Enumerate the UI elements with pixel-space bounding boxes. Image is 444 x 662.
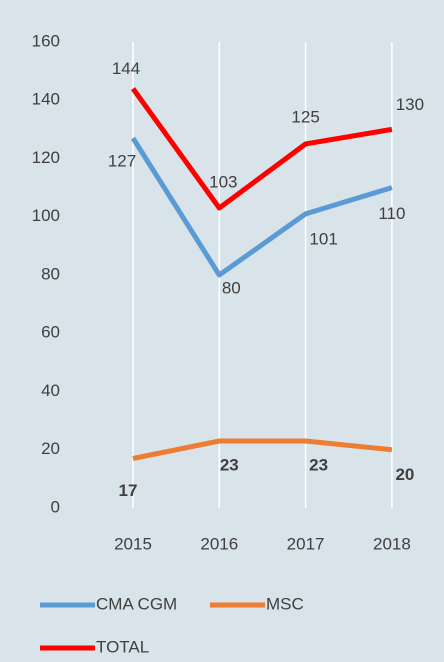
data-label: 144 [112,59,140,78]
line [130,136,393,278]
line [130,87,393,211]
y-tick-label: 40 [41,381,60,400]
data-label: 125 [291,107,319,126]
y-tick-label: 20 [41,439,60,458]
data-label: 80 [222,278,241,297]
x-tick-label: 2015 [114,534,152,553]
y-tick-label: 140 [32,90,60,109]
x-tick-label: 2018 [373,534,411,553]
x-tick-label: 2016 [200,534,238,553]
y-tick-label: 60 [41,323,60,342]
line [132,438,393,461]
data-label: 20 [395,465,414,484]
data-label: 110 [378,204,405,223]
x-tick-label: 2017 [287,534,325,553]
y-tick-label: 80 [41,264,60,283]
legend-label: CMA CGM [96,594,177,613]
data-label: 101 [309,229,337,248]
legend-label: TOTAL [96,637,149,656]
y-tick-label: 120 [32,148,60,167]
y-tick-label: 0 [51,497,60,516]
data-label: 23 [309,455,328,474]
data-label: 127 [108,152,136,171]
y-tick-label: 160 [32,31,60,50]
data-label: 17 [119,481,138,500]
y-tick-label: 100 [32,206,60,225]
legend-label: MSC [266,594,304,613]
data-label: 23 [220,455,239,474]
data-label: 103 [209,172,237,191]
data-label: 130 [396,95,424,114]
